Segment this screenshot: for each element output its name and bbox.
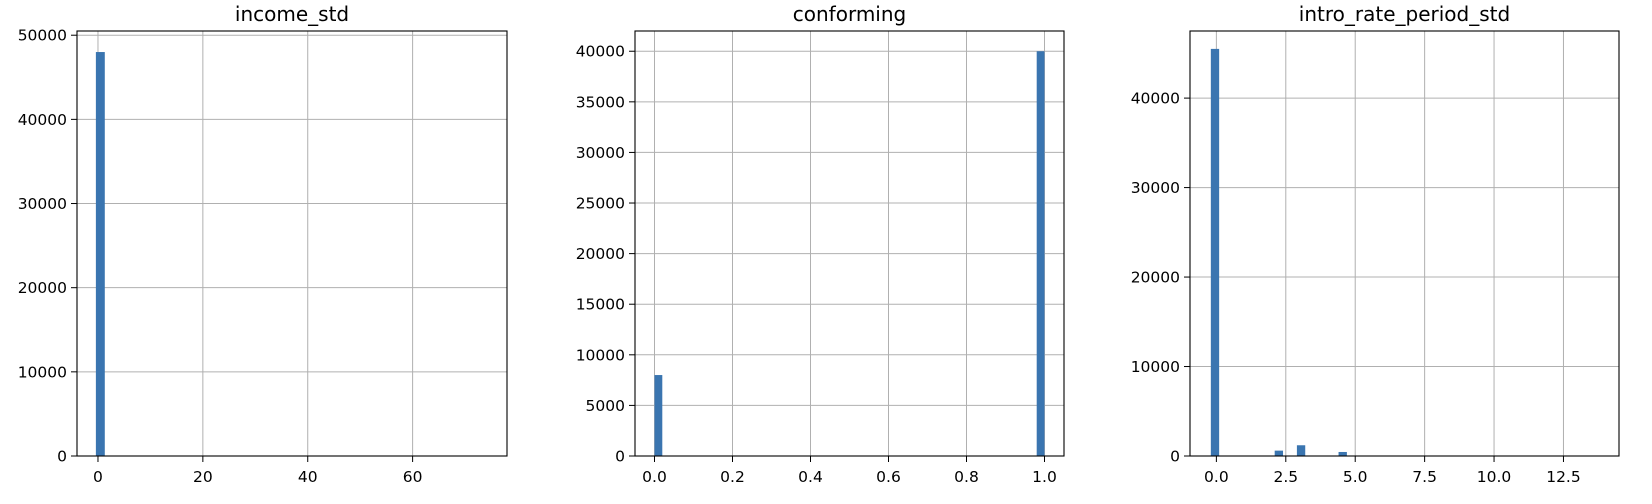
- chart-title: intro_rate_period_std: [1299, 2, 1510, 26]
- x-tick-label: 0.0: [642, 468, 667, 486]
- x-tick-label: 2.5: [1273, 468, 1298, 486]
- axes-frame: [634, 30, 1065, 457]
- x-tick-label: 0.4: [798, 468, 823, 486]
- y-tick-label: 30000: [18, 195, 67, 213]
- y-tick-label: 50000: [18, 27, 67, 45]
- histogram-conforming: 0.0 0.2 0.4 0.6 0.8 1.0 0 5000 10000 15000 20000 25…: [576, 2, 1065, 486]
- x-tick-label: 7.5: [1412, 468, 1437, 486]
- x-tick-label: 12.5: [1546, 468, 1581, 486]
- y-tick-label: 20000: [1131, 269, 1180, 287]
- y-tick-label: 40000: [18, 111, 67, 129]
- histogram-bar: [95, 52, 105, 456]
- histogram-bar: [1296, 445, 1306, 456]
- y-tick-label: 40000: [1131, 90, 1180, 108]
- histogram-bar: [654, 375, 663, 456]
- chart-title: conforming: [793, 2, 906, 26]
- y-tick-label: 30000: [576, 144, 625, 162]
- y-tick-label: 20000: [576, 245, 625, 263]
- y-tick-label: 5000: [586, 397, 625, 415]
- x-tick-label: 0.8: [954, 468, 979, 486]
- axes-frame: [76, 30, 508, 457]
- y-tick-label: 30000: [1131, 179, 1180, 197]
- y-tick-label: 0: [57, 448, 67, 466]
- axes-frame: [1189, 30, 1620, 457]
- x-tick-label: 0.0: [1204, 468, 1229, 486]
- y-tick-label: 0: [615, 448, 625, 466]
- histogram-intro-rate-period-std: 0.0 2.5 5.0 7.5 10.0 12.5 0 10000 20000 30000 4000…: [1131, 2, 1620, 486]
- y-tick-label: 25000: [576, 195, 625, 213]
- histogram-income-std: 0 20 40 60 0 10000 20000 30000 40000 50000 income_…: [18, 2, 508, 486]
- chart-title: income_std: [235, 2, 349, 26]
- histogram-bar: [1274, 450, 1284, 456]
- y-tick-label: 35000: [576, 93, 625, 111]
- y-tick-label: 15000: [576, 296, 625, 314]
- x-tick-label: 0.2: [720, 468, 745, 486]
- y-tick-label: 10000: [1131, 358, 1180, 376]
- y-tick-label: 0: [1170, 448, 1180, 466]
- x-tick-label: 0: [93, 468, 103, 486]
- histogram-bar: [1210, 48, 1220, 456]
- x-tick-label: 1.0: [1032, 468, 1057, 486]
- histogram-bar: [1338, 451, 1347, 456]
- y-tick-label: 40000: [576, 43, 625, 61]
- y-tick-label: 10000: [18, 363, 67, 381]
- y-tick-label: 20000: [18, 279, 67, 297]
- x-tick-label: 0.6: [876, 468, 901, 486]
- histogram-bar: [1036, 51, 1045, 456]
- x-tick-label: 20: [193, 468, 213, 486]
- x-tick-label: 40: [298, 468, 318, 486]
- y-tick-label: 10000: [576, 346, 625, 364]
- x-tick-label: 5.0: [1343, 468, 1368, 486]
- x-tick-label: 10.0: [1477, 468, 1512, 486]
- x-tick-label: 60: [403, 468, 423, 486]
